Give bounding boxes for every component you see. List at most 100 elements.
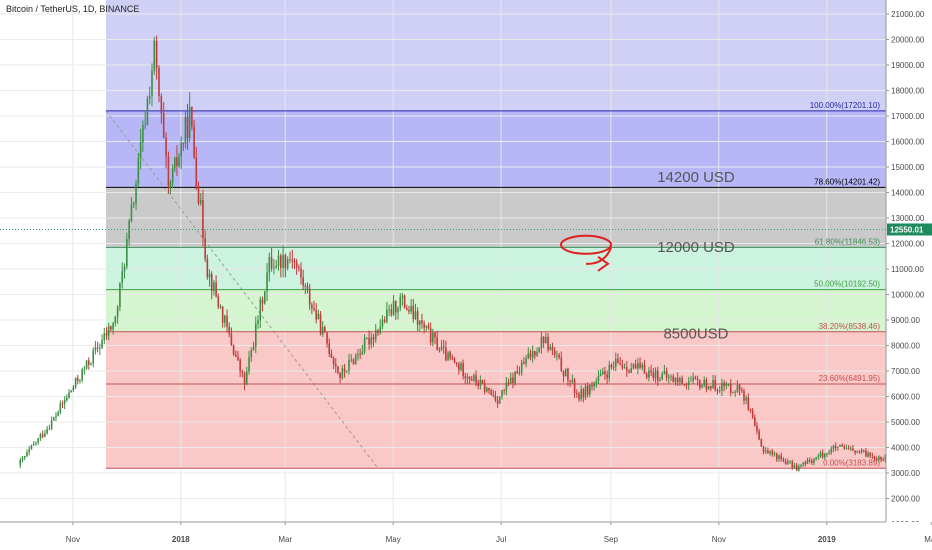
candle-body: [875, 458, 878, 460]
candle-body: [751, 410, 754, 418]
price-axis-label: 11000.00: [891, 265, 924, 274]
price-axis-label: 10000.00: [891, 291, 925, 300]
candle-body: [665, 370, 668, 378]
candle-body: [512, 377, 514, 384]
candle-body: [743, 390, 745, 401]
candle-body: [280, 255, 282, 269]
candle-body: [275, 265, 278, 268]
candle-body: [494, 395, 497, 401]
candle-body: [578, 393, 580, 400]
candle-body: [139, 142, 142, 159]
fib-zone: [106, 187, 886, 248]
candle-body: [468, 376, 471, 380]
candle-body: [556, 354, 558, 356]
candle-body: [217, 296, 220, 307]
candle-body: [639, 363, 641, 368]
price-axis-label: 3000.00: [891, 469, 920, 478]
price-axis-label: 5000.00: [891, 418, 920, 427]
time-axis-label: Nov: [712, 535, 726, 544]
candle-body: [259, 299, 262, 321]
candle-body: [308, 288, 311, 305]
candle-body: [564, 368, 567, 377]
candle-body: [148, 96, 151, 100]
candle-body: [601, 371, 604, 375]
candle-body: [447, 352, 449, 361]
candle-body: [501, 390, 503, 397]
candle-body: [81, 369, 83, 380]
candle-body: [348, 360, 350, 371]
candle-body: [289, 259, 291, 260]
candle-body: [832, 445, 835, 449]
candle-body: [606, 374, 608, 379]
candle-body: [705, 379, 708, 390]
candle-body: [486, 387, 488, 392]
candle-body: [652, 372, 655, 379]
candle-body: [232, 344, 235, 355]
candle-body: [749, 409, 752, 411]
candle-body: [540, 337, 543, 348]
candle-body: [63, 400, 66, 404]
candle-body: [701, 385, 703, 388]
candle-body: [208, 273, 211, 278]
candle-body: [410, 305, 412, 312]
candle-body: [802, 462, 804, 465]
candle-body: [254, 323, 257, 347]
candle-body: [643, 364, 646, 374]
candle-body: [884, 455, 887, 461]
candle-body: [366, 337, 368, 339]
candle-body: [575, 392, 578, 394]
candle-body: [804, 462, 807, 464]
candle-body: [756, 425, 758, 432]
candle-body: [142, 125, 144, 143]
candle-body: [388, 309, 390, 311]
price-axis-label: 8000.00: [891, 342, 920, 351]
candle-body: [167, 156, 170, 186]
candle-body: [440, 346, 443, 350]
candle-body: [26, 451, 28, 457]
candle-body: [392, 301, 395, 315]
candle-body: [834, 445, 837, 448]
candle-body: [800, 464, 802, 467]
candle-body: [824, 454, 826, 458]
candle-body: [37, 438, 39, 443]
candle-body: [815, 457, 817, 459]
candle-body: [248, 357, 250, 372]
candle-body: [492, 394, 495, 396]
time-axis-label: 2018: [172, 535, 190, 544]
candle-body: [112, 323, 114, 330]
candle-body: [241, 371, 244, 374]
candle-body: [153, 40, 156, 71]
candle-body: [703, 379, 706, 386]
time-axis[interactable]: [0, 522, 932, 550]
candle-body: [619, 363, 621, 365]
candle-body: [59, 403, 62, 413]
candle-body: [551, 346, 554, 351]
candle-body: [361, 351, 364, 355]
candle-body: [401, 295, 404, 298]
candle-body: [828, 452, 830, 454]
candle-body: [843, 446, 846, 449]
candle-body: [654, 370, 657, 379]
highlight-circle: [560, 234, 612, 255]
fib-zone: [106, 110, 886, 188]
candle-body: [460, 363, 462, 371]
candle-body: [72, 387, 75, 391]
candle-body: [573, 379, 576, 393]
candle-body: [304, 285, 307, 287]
candle-body: [520, 362, 523, 373]
candle-body: [860, 450, 863, 452]
candle-body: [873, 456, 876, 459]
candle-body: [645, 373, 648, 378]
candle-body: [381, 319, 384, 327]
candle-body: [421, 320, 423, 324]
candle-body: [683, 384, 686, 386]
candle-body: [372, 337, 375, 340]
candle-body: [648, 370, 650, 378]
candle-body: [352, 359, 355, 365]
candle-body: [55, 415, 57, 418]
candle-body: [661, 373, 663, 380]
candle-body: [464, 376, 467, 379]
candle-body: [758, 431, 760, 440]
price-axis[interactable]: [886, 0, 932, 550]
